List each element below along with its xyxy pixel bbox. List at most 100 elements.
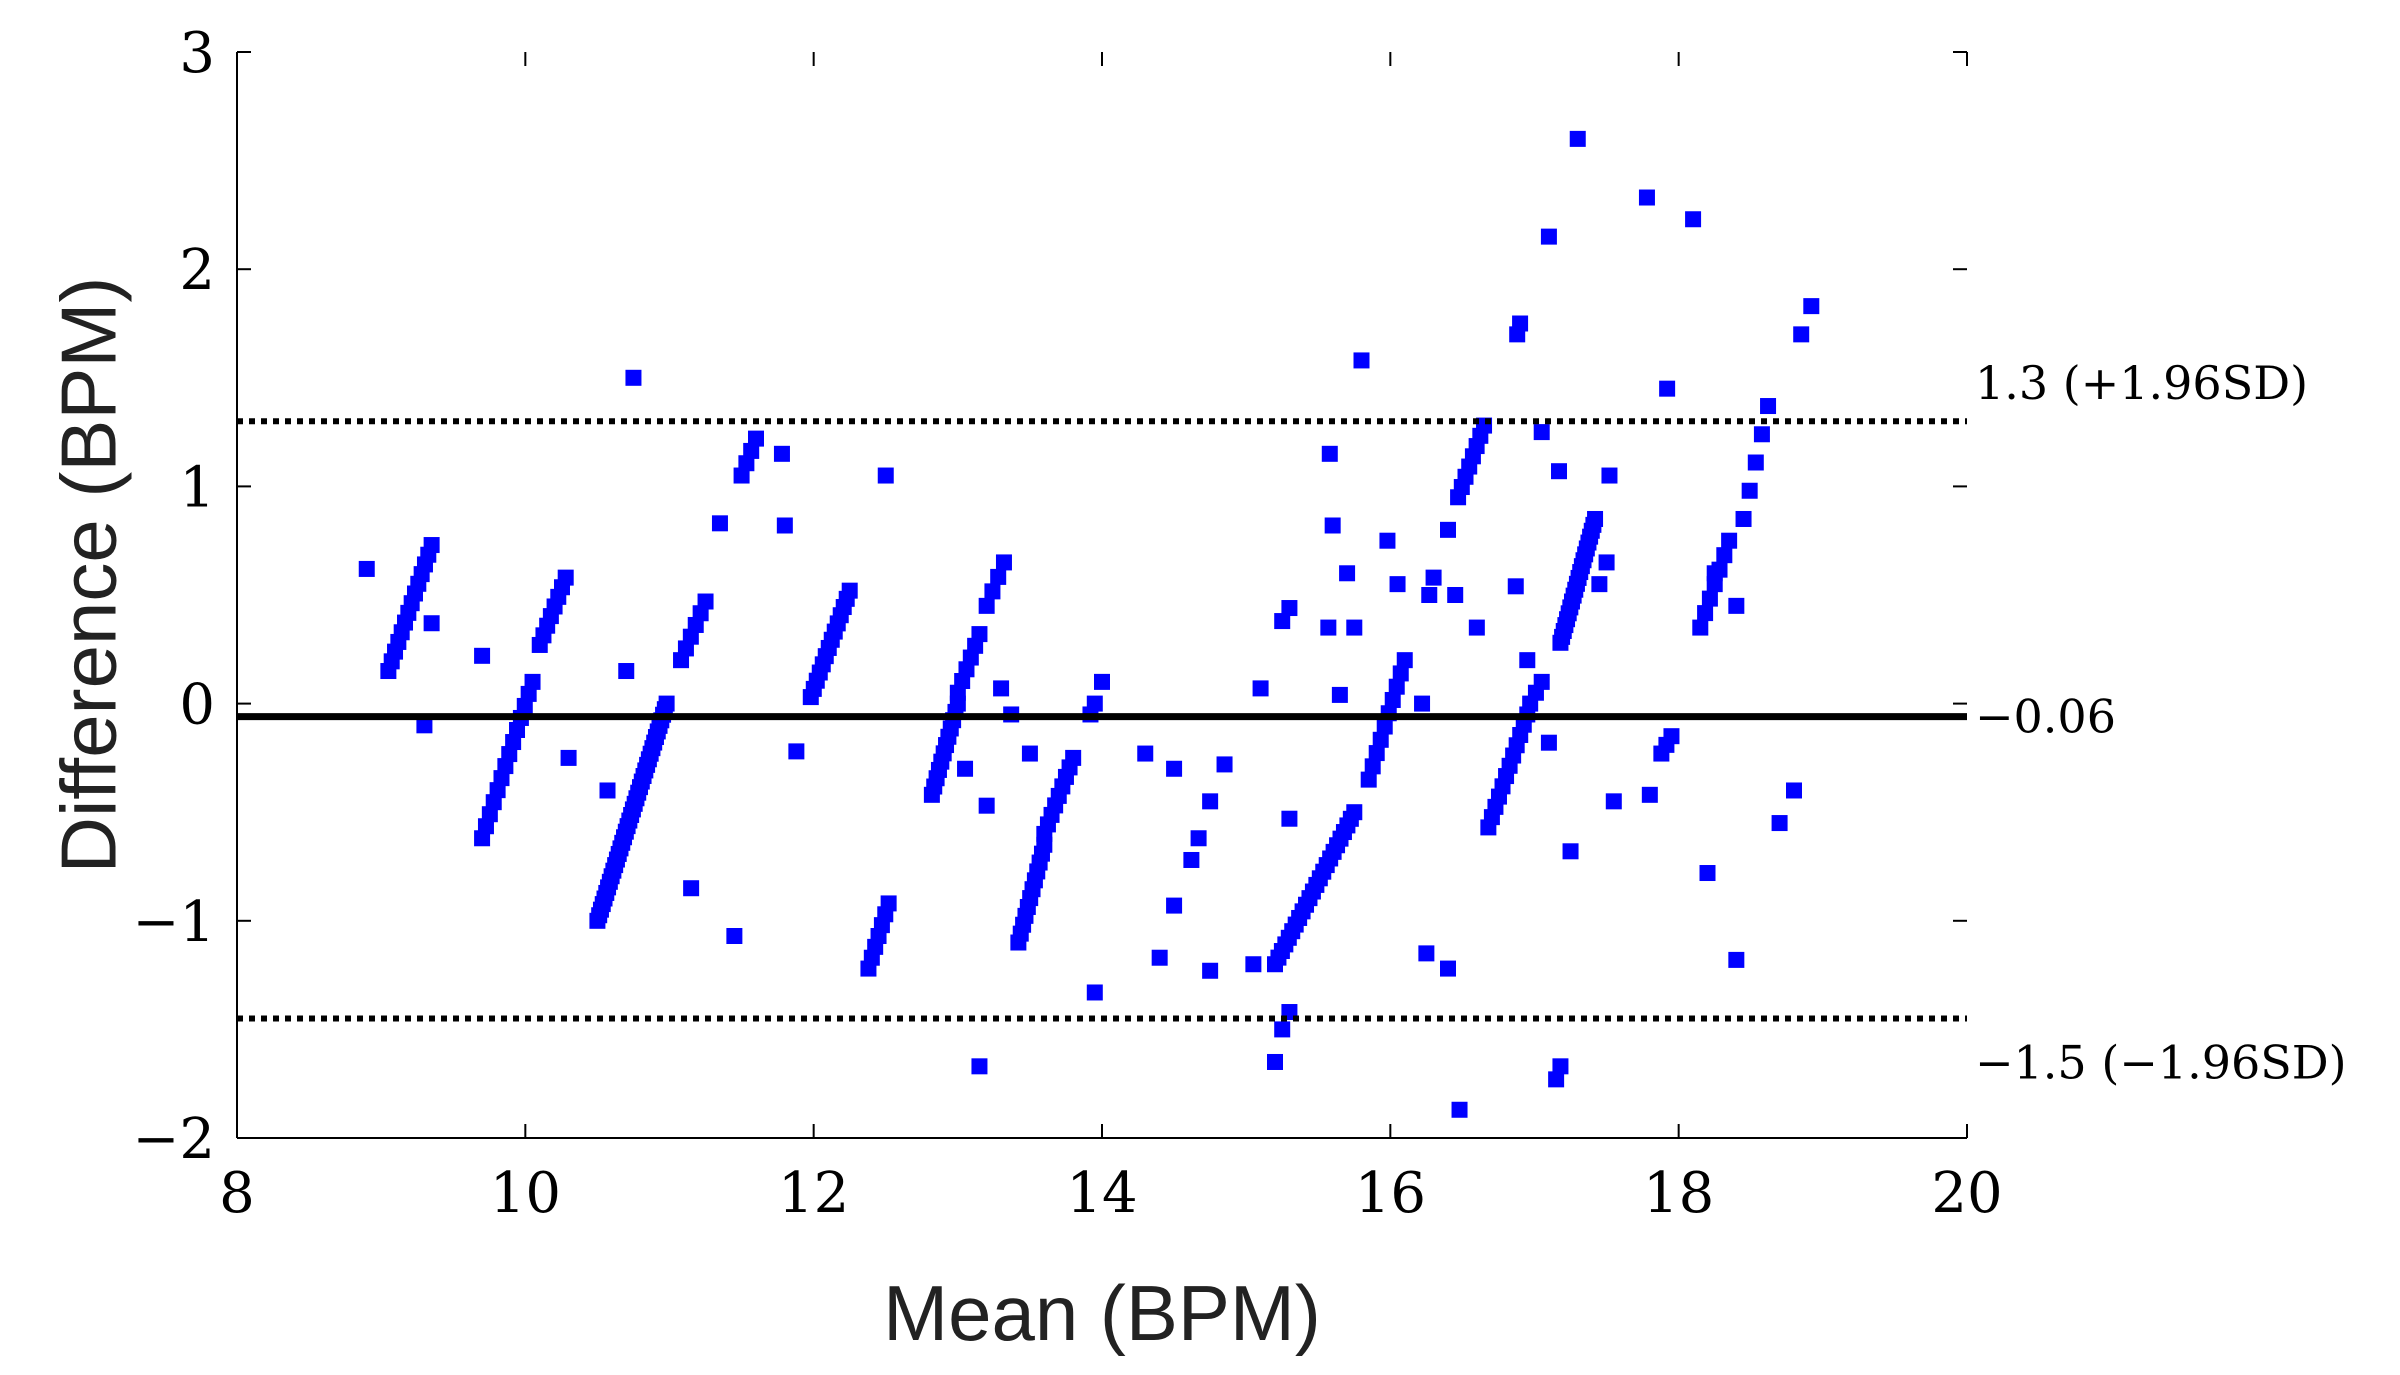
axis-labels: Mean (BPM) Difference (BPM)	[44, 277, 1321, 1357]
data-point	[1771, 815, 1788, 832]
data-point	[1697, 605, 1714, 622]
data-point	[1512, 315, 1529, 332]
data-point	[1372, 731, 1389, 748]
data-point	[726, 928, 743, 945]
reference-lines: 1.3 (+1.96SD) −0.06 −1.5 (−1.96SD)	[237, 356, 2347, 1090]
data-point	[516, 697, 533, 714]
data-point	[1346, 619, 1363, 636]
data-point	[1384, 691, 1401, 708]
data-point	[990, 568, 1007, 585]
data-point	[1760, 398, 1777, 415]
data-point	[1699, 865, 1716, 882]
data-point	[1418, 945, 1435, 962]
data-point	[738, 455, 755, 472]
data-point	[423, 537, 440, 554]
data-point	[984, 583, 1001, 600]
data-point	[743, 442, 760, 459]
data-point	[995, 554, 1012, 571]
data-point	[1137, 745, 1154, 762]
data-point	[1151, 949, 1168, 966]
data-point	[1716, 547, 1733, 564]
reference-line-label: 1.3 (+1.96SD)	[1975, 356, 2308, 410]
data-point	[618, 663, 635, 680]
data-point	[1360, 771, 1377, 788]
data-point	[1440, 960, 1456, 977]
data-point	[1339, 565, 1356, 582]
data-point	[1601, 467, 1618, 484]
data-point	[1711, 561, 1728, 578]
y-tick-label: 0	[179, 673, 215, 738]
reference-line-label: −0.06	[1975, 690, 2116, 744]
data-point	[1421, 587, 1438, 603]
data-point	[1685, 211, 1702, 228]
data-point	[877, 467, 894, 484]
data-point	[1425, 569, 1442, 586]
data-point	[1346, 804, 1363, 821]
data-point	[1721, 532, 1738, 549]
x-tick-label: 18	[1643, 1161, 1714, 1226]
y-tick-label: −2	[132, 1107, 215, 1172]
data-point	[505, 734, 522, 751]
data-point	[1245, 956, 1262, 973]
data-point	[1274, 1021, 1291, 1038]
data-point	[978, 797, 995, 814]
data-point	[971, 626, 988, 643]
data-point	[474, 647, 491, 664]
data-point	[1065, 749, 1082, 766]
data-point	[358, 560, 375, 577]
data-point	[957, 760, 974, 777]
data-point	[1414, 695, 1431, 712]
data-point	[978, 597, 995, 614]
data-point	[1086, 984, 1103, 1001]
y-tick-label: 3	[179, 21, 215, 86]
data-point	[658, 695, 675, 712]
data-point	[841, 582, 858, 599]
data-point	[773, 445, 790, 462]
data-point	[1641, 786, 1658, 803]
data-point	[1728, 951, 1745, 968]
data-point	[1540, 734, 1557, 751]
data-point	[1364, 758, 1381, 775]
data-point	[1252, 680, 1269, 697]
data-point	[497, 758, 514, 775]
data-point	[477, 818, 494, 835]
data-point	[1379, 532, 1396, 549]
data-point	[1728, 597, 1745, 614]
data-point	[485, 794, 502, 811]
data-point	[1747, 454, 1764, 471]
data-point	[520, 685, 537, 702]
data-point	[481, 806, 498, 823]
data-point	[1735, 510, 1752, 527]
x-tick-label: 14	[1066, 1161, 1137, 1226]
data-point	[1389, 576, 1406, 593]
data-points	[358, 130, 1820, 1118]
data-point	[509, 721, 526, 738]
data-point	[1562, 843, 1579, 860]
data-point	[1591, 576, 1608, 593]
data-point	[1388, 678, 1405, 695]
data-point	[697, 593, 714, 610]
data-point	[557, 569, 574, 586]
data-point	[560, 749, 577, 766]
data-point	[1741, 482, 1758, 499]
data-point	[1202, 962, 1219, 979]
data-point	[1552, 1058, 1569, 1075]
data-point	[524, 673, 541, 690]
data-point	[1353, 352, 1370, 369]
data-point	[1533, 673, 1550, 690]
data-point	[599, 782, 616, 799]
data-point	[1376, 718, 1393, 735]
data-point	[1440, 521, 1456, 538]
data-point	[993, 680, 1010, 697]
data-point	[1166, 897, 1183, 914]
data-point	[733, 467, 750, 484]
data-point	[711, 515, 728, 532]
data-point	[1793, 326, 1810, 343]
data-point	[1368, 745, 1385, 762]
x-tick-label: 10	[490, 1161, 561, 1226]
data-point	[1638, 189, 1655, 206]
data-point	[1659, 380, 1676, 397]
data-point	[1183, 851, 1200, 868]
data-point	[1803, 298, 1820, 315]
